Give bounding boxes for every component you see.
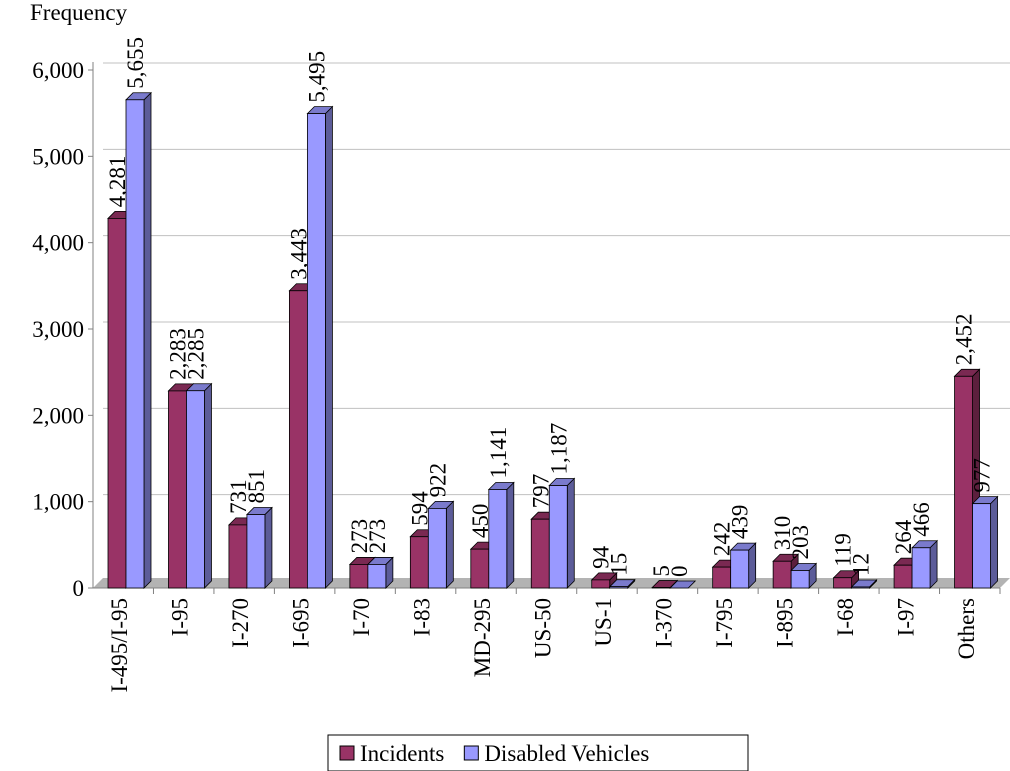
- bar-side: [929, 539, 938, 589]
- bar-side: [566, 477, 575, 589]
- value-label: 922: [425, 463, 450, 498]
- bar-side: [748, 542, 757, 589]
- value-label: 1,187: [546, 423, 571, 475]
- bar: [107, 218, 127, 589]
- bar: [893, 564, 913, 589]
- x-tick-label: I-895: [772, 598, 797, 648]
- bar-top: [669, 580, 697, 589]
- value-label: 2,285: [183, 328, 208, 380]
- value-label: 1,141: [486, 427, 511, 479]
- y-tick-label: 0: [73, 576, 85, 601]
- x-tick-label: I-270: [228, 598, 253, 648]
- legend-label: Incidents: [360, 741, 444, 766]
- value-label: 273: [365, 519, 390, 554]
- value-label: 310: [770, 516, 795, 551]
- y-tick-label: 3,000: [32, 317, 84, 342]
- bar: [609, 586, 629, 589]
- value-label: 2,452: [952, 314, 977, 366]
- bar-side: [445, 500, 454, 589]
- value-label: 5: [649, 565, 674, 577]
- x-tick-label: I-370: [651, 598, 676, 648]
- bar: [125, 99, 145, 589]
- legend: Incidents Disabled Vehicles: [327, 734, 749, 771]
- x-tick-label: I-695: [289, 598, 314, 648]
- bar-side: [264, 506, 273, 589]
- x-tick-label: MD-295: [470, 598, 495, 677]
- bar-side: [204, 382, 212, 589]
- bar: [772, 560, 792, 589]
- value-label: 12: [849, 553, 874, 576]
- value-label: 851: [244, 469, 269, 504]
- bar: [488, 489, 508, 589]
- bar: [349, 564, 369, 589]
- value-label: 119: [831, 533, 856, 567]
- x-tick-label: I-70: [349, 598, 374, 636]
- legend-box: [327, 734, 749, 771]
- bar: [228, 524, 248, 589]
- bar: [790, 570, 810, 589]
- legend-swatch: [463, 745, 479, 761]
- y-tick-label: 6,000: [32, 58, 84, 83]
- x-tick-label: US-1: [591, 598, 616, 647]
- y-axis-label: Frequency: [30, 0, 128, 25]
- value-label: 466: [909, 502, 934, 537]
- legend-swatch: [339, 745, 355, 761]
- y-tick-label: 5,000: [32, 144, 84, 169]
- value-label: 273: [347, 519, 372, 554]
- value-label: 731: [226, 479, 251, 514]
- bar: [530, 518, 550, 589]
- x-tick-label: I-83: [410, 598, 435, 636]
- bar-side: [324, 105, 333, 589]
- bar: [427, 508, 447, 589]
- bar: [911, 547, 931, 589]
- x-tick-label: I-68: [833, 598, 858, 636]
- bar-side: [143, 91, 152, 589]
- value-label: 5,495: [304, 51, 329, 103]
- value-label: 203: [788, 525, 813, 560]
- bar: [367, 564, 387, 589]
- bar-side: [990, 495, 998, 589]
- value-label: 439: [728, 505, 753, 540]
- value-label: 977: [970, 458, 995, 493]
- x-tick-label: US-50: [531, 598, 556, 658]
- bar: [833, 577, 852, 589]
- value-label: 5,655: [123, 37, 148, 89]
- bar: [168, 390, 187, 589]
- x-tick-label: I-795: [712, 598, 737, 648]
- bar: [851, 586, 870, 589]
- bar: [306, 113, 326, 589]
- value-label: 2,283: [165, 328, 190, 380]
- bar: [712, 566, 732, 589]
- legend-label: Disabled Vehicles: [484, 741, 649, 766]
- bar: [548, 485, 568, 589]
- y-tick-label: 2,000: [32, 403, 84, 428]
- bar: [954, 375, 973, 589]
- x-tick-label: Others: [954, 598, 979, 659]
- x-tick-label: I-95: [168, 598, 193, 636]
- bar: [470, 548, 490, 589]
- bar: [246, 514, 266, 589]
- x-tick-label: I-97: [893, 598, 918, 636]
- y-tick-label: 1,000: [32, 490, 84, 515]
- bar: [972, 503, 991, 589]
- bar: [591, 579, 611, 589]
- bar-side: [506, 481, 515, 589]
- x-tick-label: I-495/I-95: [107, 598, 132, 693]
- y-tick-label: 4,000: [32, 231, 84, 256]
- bar: [409, 536, 429, 589]
- bar: [288, 290, 308, 589]
- value-label: 94: [589, 545, 614, 569]
- bar: [186, 390, 205, 589]
- bar: [730, 549, 750, 589]
- value-label: 0: [667, 566, 692, 578]
- value-label: 15: [607, 553, 632, 576]
